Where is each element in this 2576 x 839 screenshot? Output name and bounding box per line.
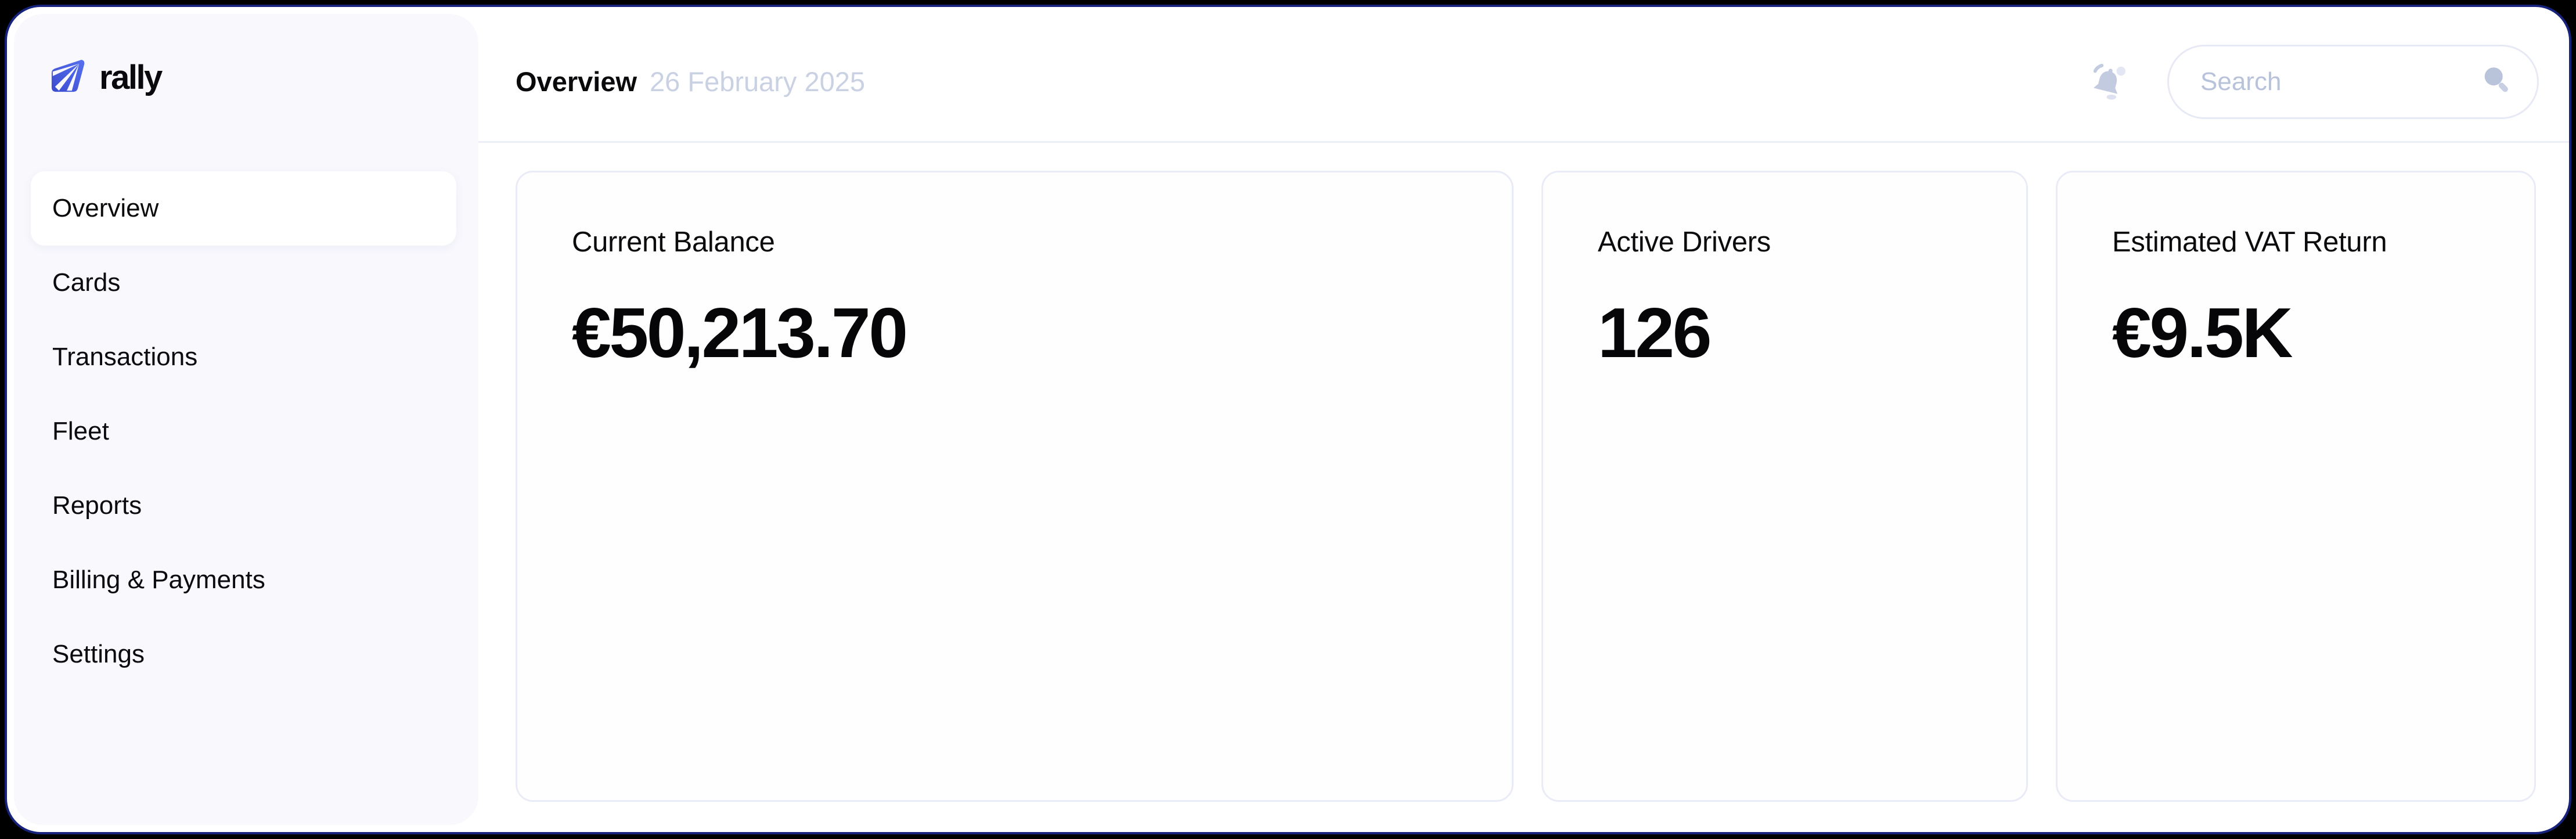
rally-logo-icon [51, 59, 85, 96]
page-date: 26 February 2025 [650, 66, 866, 97]
estimated-vat-return-card: Estimated VAT Return €9.5K [2056, 171, 2536, 802]
card-value: 126 [1598, 293, 1712, 372]
active-drivers-card: Active Drivers 126 [1541, 171, 2028, 802]
sidebar-nav: Overview Cards Transactions Fleet Report… [31, 171, 456, 692]
sidebar-item-settings[interactable]: Settings [52, 640, 145, 668]
header-actions [2088, 44, 2539, 119]
card-label: Current Balance [572, 226, 775, 258]
magnifier-icon[interactable] [2479, 62, 2515, 101]
sidebar-item-billing-payments[interactable]: Billing & Payments [52, 566, 265, 594]
sidebar-item-cards[interactable]: Cards [52, 268, 121, 297]
card-value: €50,213.70 [572, 293, 908, 372]
card-value: €9.5K [2112, 293, 2293, 372]
search-input[interactable] [2169, 67, 2436, 96]
current-balance-card: Current Balance €50,213.70 [516, 171, 1514, 802]
search-box [2167, 44, 2539, 119]
card-label: Estimated VAT Return [2112, 226, 2387, 258]
sidebar-item-overview[interactable]: Overview [31, 171, 456, 246]
sidebar-item-transactions[interactable]: Transactions [52, 343, 198, 371]
card-label: Active Drivers [1598, 226, 1771, 258]
sidebar-item-fleet[interactable]: Fleet [52, 417, 109, 445]
logo: rally [51, 58, 163, 97]
stat-cards: Current Balance €50,213.70 Active Driver… [516, 171, 2536, 802]
sidebar-item-reports[interactable]: Reports [52, 491, 142, 520]
page-title: Overview [516, 66, 637, 97]
app-window: rally Overview Cards Transactions Fleet … [5, 5, 2571, 834]
sidebar: rally Overview Cards Transactions Fleet … [14, 14, 478, 825]
main-header: Overview 26 February 2025 [478, 7, 2569, 143]
logo-text: rally [99, 59, 163, 96]
bell-icon[interactable] [2088, 63, 2127, 101]
